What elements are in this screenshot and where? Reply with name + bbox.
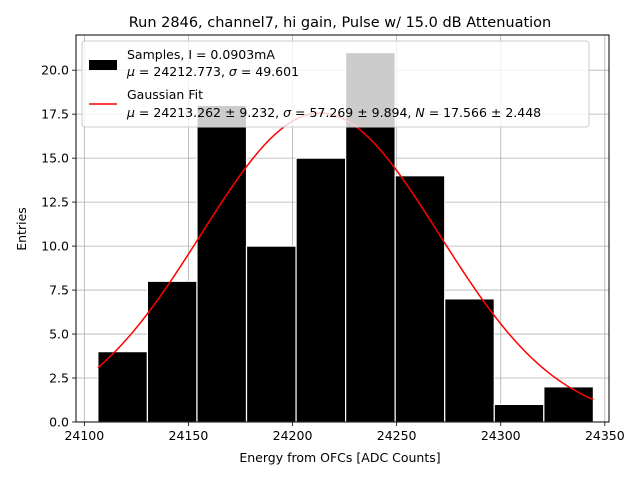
histogram-bar-2 (196, 104, 248, 423)
legend-fit-label: Gaussian Fit (127, 87, 203, 102)
y-tick-label-4: 10.0 (41, 239, 69, 254)
y-axis-label: Entries (14, 207, 29, 251)
y-tick-label-1: 2.5 (49, 371, 69, 386)
histogram-bar-4 (295, 157, 347, 423)
y-axis-ticks: 0.0 2.5 5.0 7.5 10.0 12.5 15.0 17.5 20.0 (41, 63, 76, 430)
x-tick-label-5: 24350 (585, 428, 625, 443)
legend-fit-stats: μ = 24213.262 ± 9.232, σ = 57.269 ± 9.89… (126, 105, 541, 120)
legend-samples-swatch (89, 60, 117, 70)
x-axis-label: Energy from OFCs [ADC Counts] (239, 450, 440, 465)
y-tick-label-6: 15.0 (41, 151, 69, 166)
chart-title: Run 2846, channel7, hi gain, Pulse w/ 15… (129, 15, 552, 31)
x-tick-label-0: 24100 (64, 428, 104, 443)
plot-frame (75, 34, 610, 423)
legend-samples-label: Samples, I = 0.0903mA (127, 47, 275, 62)
x-tick-label-3: 24250 (377, 428, 417, 443)
y-tick-label-8: 20.0 (41, 63, 69, 78)
x-tick-label-1: 24150 (169, 428, 209, 443)
legend-frame (81, 40, 590, 128)
legend: Samples, I = 0.0903mA μ = 24212.773, σ =… (81, 40, 590, 128)
histogram-bar-6 (394, 175, 446, 423)
y-tick-label-3: 7.5 (49, 283, 69, 298)
histogram-bar-3 (245, 245, 297, 423)
y-tick-label-7: 17.5 (41, 107, 69, 122)
y-tick-label-2: 5.0 (49, 327, 69, 342)
histogram-bar-1 (146, 280, 198, 423)
x-tick-label-2: 24200 (273, 428, 313, 443)
y-tick-label-5: 12.5 (41, 195, 69, 210)
y-tick-label-0: 0.0 (49, 415, 69, 430)
histogram-bar-7 (444, 298, 495, 423)
legend-samples-stats: μ = 24212.773, σ = 49.601 (126, 64, 299, 79)
histogram-bar-8 (493, 403, 545, 423)
x-axis-ticks: 24100 24150 24200 24250 24300 24350 (64, 422, 625, 443)
histogram-bar-0 (97, 351, 149, 423)
histogram-bar-9 (543, 386, 594, 423)
x-tick-label-4: 24300 (481, 428, 521, 443)
